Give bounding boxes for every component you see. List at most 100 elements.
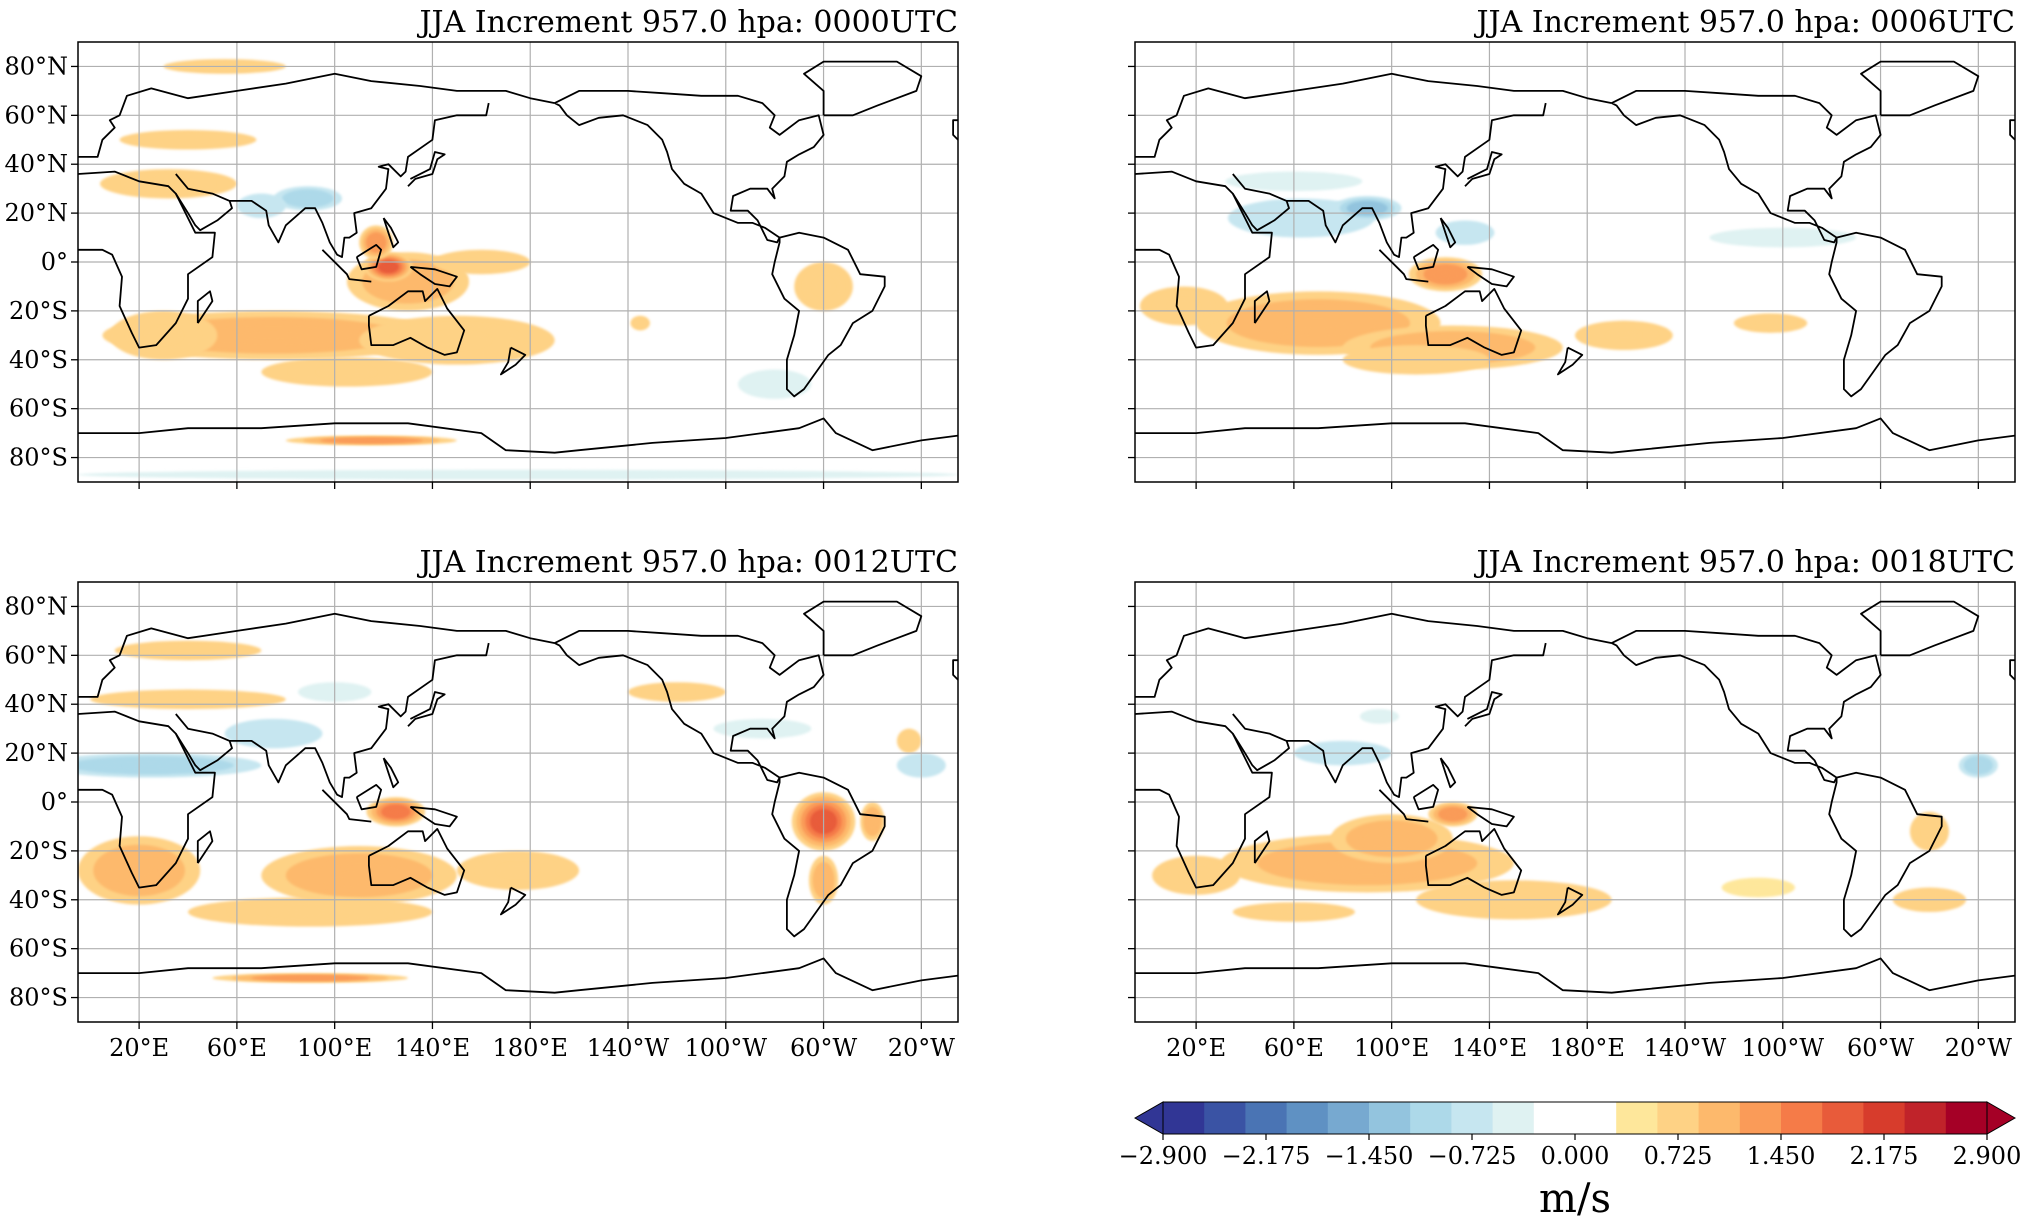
coastline: [1135, 417, 2015, 454]
increment-field: [1139, 171, 1857, 375]
panel-title: JJA Increment 957.0 hpa: 0006UTC: [1473, 5, 2015, 40]
increment-contour: [636, 320, 644, 326]
coastline: [1135, 72, 1612, 158]
coastline: [78, 417, 958, 454]
increment-contour: [257, 728, 290, 739]
coastline: [78, 957, 958, 994]
colorbar-swatch: [1575, 1102, 1617, 1134]
coastline: [952, 119, 958, 141]
lat-tick-label: 20°N: [4, 199, 68, 227]
colorbar-swatch: [1822, 1102, 1864, 1134]
colorbar-tick-label: 0.000: [1541, 1142, 1610, 1170]
lat-tick-label: 80°N: [4, 52, 68, 80]
coastline: [500, 886, 527, 916]
colorbar-swatch: [1204, 1102, 1246, 1134]
increment-contour: [1276, 211, 1326, 225]
gridlines: [1135, 582, 2015, 1022]
colorbar-swatch: [1863, 1102, 1906, 1134]
coastline: [1253, 830, 1271, 864]
colorbar-swatch: [1781, 1102, 1823, 1134]
coastline: [1412, 784, 1439, 811]
colorbar-over-arrow: [1986, 1101, 2017, 1135]
panel-title: JJA Increment 957.0 hpa: 0018UTC: [1473, 545, 2015, 580]
panel-title: JJA Increment 957.0 hpa: 0000UTC: [416, 5, 958, 40]
coastline: [1611, 630, 1882, 784]
increment-contour: [1607, 330, 1641, 341]
lat-tick-label: 40°N: [4, 690, 68, 718]
coastline: [321, 789, 372, 823]
coastlines: [1135, 60, 2015, 454]
coastline: [78, 710, 216, 889]
increment-contour: [354, 439, 389, 442]
colorbar-swatch: [1492, 1102, 1535, 1134]
colorbar-tick-label: −1.450: [1325, 1142, 1414, 1170]
coastline: [1286, 102, 1547, 258]
coastlines: [78, 60, 958, 454]
coastline: [409, 806, 458, 828]
coastline: [321, 249, 372, 283]
lon-tick-label: 60°E: [207, 1034, 267, 1062]
colorbar-swatch: [1286, 1102, 1329, 1134]
coastline: [1378, 249, 1429, 283]
colorbar-swatch: [1739, 1102, 1782, 1134]
increment-contour: [1287, 315, 1349, 332]
increment-contour: [318, 367, 376, 377]
gridlines: [1135, 42, 2015, 482]
increment-contour: [334, 868, 384, 883]
increment-contour: [299, 195, 317, 202]
lat-tick-label: 0°: [41, 788, 68, 816]
lat-tick-label: 80°N: [4, 592, 68, 620]
colorbar-swatch: [1904, 1102, 1947, 1134]
increment-contour: [290, 977, 330, 979]
colorbar-swatch: [1410, 1102, 1452, 1134]
coastline: [1828, 771, 1943, 938]
coastline: [2009, 659, 2015, 681]
map-panel: JJA Increment 957.0 hpa: 0000UTC 80°N 60°N…: [4, 5, 959, 489]
coastline: [409, 266, 458, 288]
lon-tick-label: 100°W: [1742, 1034, 1825, 1062]
colorbar-tick-label: −2.900: [1119, 1142, 1208, 1170]
lon-tick-label: 100°E: [1354, 1034, 1429, 1062]
coastline: [1466, 806, 1515, 828]
coastline: [1135, 710, 1273, 889]
increment-contour: [756, 376, 794, 392]
coastline: [1135, 170, 1273, 349]
increment-contour: [1758, 319, 1783, 327]
coastline: [382, 217, 400, 249]
coastline: [1860, 600, 1980, 657]
colorbar-unit-label: m/s: [1539, 1176, 1611, 1222]
map-panel: JJA Increment 957.0 hpa: 0018UTC 20°E 60°E…: [1128, 545, 2016, 1062]
coastline: [196, 290, 214, 324]
increment-contour: [869, 816, 876, 827]
coastline: [1425, 288, 1523, 356]
lon-tick-label: 140°W: [1644, 1034, 1727, 1062]
lon-tick-label: 140°E: [1452, 1034, 1527, 1062]
increment-contour: [145, 178, 192, 189]
colorbar-swatch: [1163, 1102, 1205, 1134]
coastline: [382, 757, 400, 789]
coastline: [78, 72, 555, 158]
coastline: [1135, 612, 1612, 698]
increment-contour: [1922, 824, 1936, 838]
coastline: [554, 630, 825, 784]
coastline: [78, 612, 555, 698]
colorbar-swatch: [1945, 1102, 1988, 1134]
colorbar: −2.900 −2.175 −1.450 −0.725 0.000 0.725 1.450 2…: [1119, 1101, 2021, 1222]
coastline: [1439, 217, 1457, 249]
lat-tick-label: 20°N: [4, 739, 68, 767]
coastline: [1253, 290, 1271, 324]
coastline: [771, 231, 886, 398]
increment-contour: [1447, 811, 1458, 817]
colorbar-swatch: [1369, 1102, 1411, 1134]
colorbar-tick-label: 1.450: [1747, 1142, 1816, 1170]
increment-contour: [390, 809, 401, 815]
coastlines: [1135, 600, 2015, 994]
coastline: [368, 288, 466, 356]
coastline: [1557, 346, 1584, 376]
increment-contour: [163, 647, 213, 654]
increment-contour: [384, 264, 392, 269]
colorbar-swatch: [1533, 1102, 1576, 1134]
lat-tick-label: 40°S: [9, 886, 68, 914]
increment-contour: [1740, 882, 1777, 893]
